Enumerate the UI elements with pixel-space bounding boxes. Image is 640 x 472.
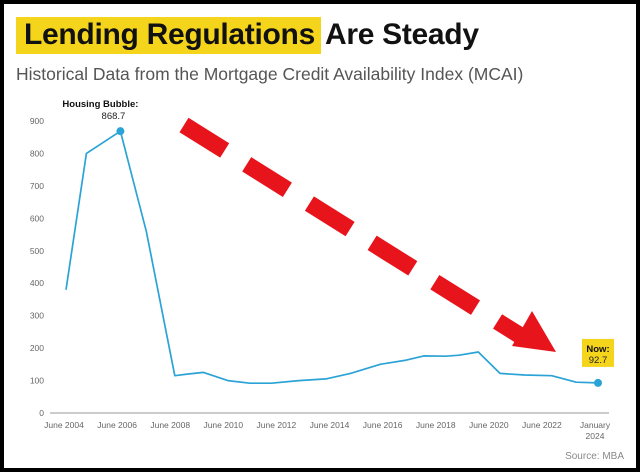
x-tick-label: June 2004 [44, 420, 84, 430]
x-tick-label: June 2006 [97, 420, 137, 430]
now-value: 92.7 [589, 355, 608, 366]
housing-bubble-annotation: Housing Bubble: 868.7 [62, 99, 138, 136]
source-note: Source: MBA [565, 451, 624, 462]
x-tick-label-line: January [580, 420, 611, 430]
y-axis-ticks: 0 100 200 300 400 500 600 700 800 900 [30, 116, 44, 418]
peak-label: Housing Bubble: [62, 99, 138, 110]
y-tick-label: 300 [30, 311, 44, 321]
chart-title: Lending Regulations Are Steady [16, 17, 479, 54]
x-tick-label-line: 2024 [586, 431, 605, 441]
x-tick-label: June 2016 [363, 420, 403, 430]
y-tick-label: 0 [39, 408, 44, 418]
y-tick-label: 200 [30, 343, 44, 353]
title-rest: Are Steady [324, 18, 479, 51]
x-tick-label: June 2012 [257, 420, 297, 430]
x-tick-label: June 2008 [150, 420, 190, 430]
now-annotation: Now: 92.7 [582, 338, 614, 387]
y-tick-label: 900 [30, 116, 44, 126]
x-tick-label: June 2020 [469, 420, 509, 430]
y-tick-label: 800 [30, 148, 44, 158]
x-tick-label: June 2022 [522, 420, 562, 430]
arrow-head [512, 311, 556, 352]
y-tick-label: 600 [30, 213, 44, 223]
x-tick-label: January 2024 [580, 420, 611, 441]
y-tick-label: 100 [30, 376, 44, 386]
x-tick-label: June 2010 [203, 420, 243, 430]
now-highlight-box [582, 338, 614, 367]
now-point [594, 378, 602, 387]
x-axis-ticks: June 2004 June 2006 June 2008 June 2010 June… [44, 420, 611, 441]
now-label: Now: [586, 344, 609, 355]
chart-subtitle: Historical Data from the Mortgage Credit… [16, 64, 524, 84]
y-tick-label: 400 [30, 278, 44, 288]
peak-point [116, 127, 125, 136]
x-tick-label: June 2014 [310, 420, 350, 430]
downward-trend-arrow [179, 117, 556, 352]
peak-value: 868.7 [102, 111, 126, 122]
x-tick-label: June 2018 [416, 420, 456, 430]
infographic-card: Lending Regulations Are Steady Historical… [4, 4, 636, 468]
mcai-series-line [65, 130, 599, 385]
y-tick-label: 500 [30, 246, 44, 256]
y-tick-label: 700 [30, 181, 44, 191]
dashed-arrow-shaft [179, 117, 529, 346]
title-highlight: Lending Regulations [16, 17, 321, 54]
